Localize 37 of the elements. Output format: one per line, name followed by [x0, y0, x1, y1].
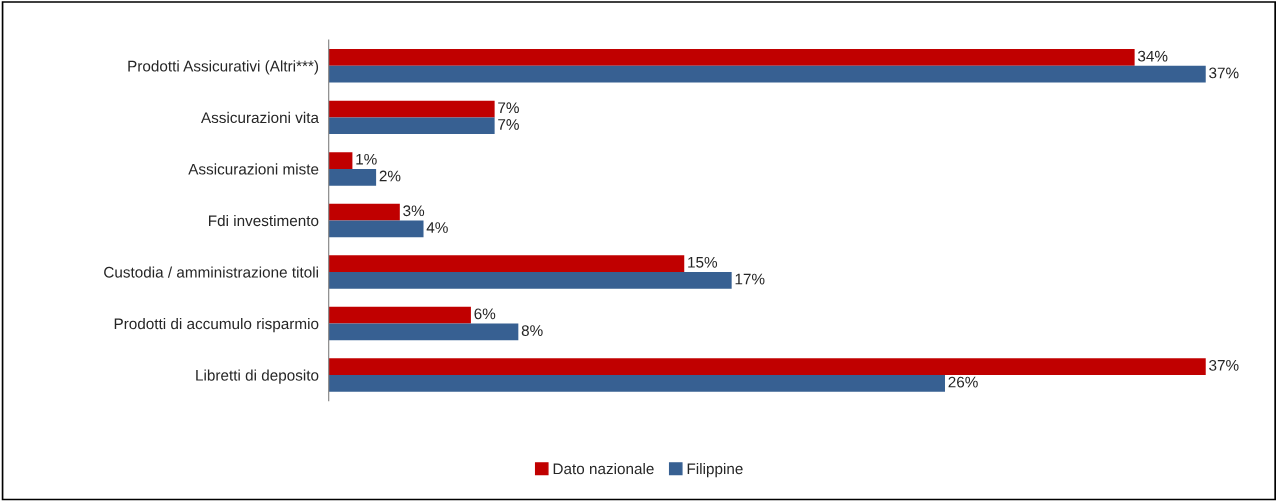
bar: [328, 255, 685, 272]
data-label: 6%: [474, 308, 496, 320]
bar: [328, 306, 471, 324]
data-label: 7%: [498, 102, 519, 114]
data-label: 26%: [948, 376, 978, 388]
data-label: 15%: [688, 256, 718, 268]
y-tick-label: Prodotti di accumulo risparmio: [114, 317, 319, 333]
y-tick-label: Prodotti Assicurativi (Altri***): [128, 60, 319, 75]
bar: [328, 152, 353, 169]
bar: [328, 65, 1206, 83]
legend-label: Dato nazionale: [553, 462, 654, 475]
data-label: 1%: [356, 153, 377, 165]
data-label: 8%: [521, 325, 543, 336]
bar: [328, 100, 495, 118]
data-label: 3%: [403, 205, 425, 217]
bar: [328, 168, 377, 186]
y-tick-label: Fdi investimento: [209, 214, 319, 227]
bar: [328, 358, 1206, 376]
y-tick-label: Libretti di deposito: [196, 369, 319, 384]
data-label: 4%: [426, 222, 448, 233]
data-label: 34%: [1137, 50, 1168, 62]
legend-label: Filippine: [687, 462, 743, 478]
data-label: 2%: [379, 170, 401, 182]
bar: [328, 49, 1135, 66]
data-label: 37%: [1209, 67, 1239, 79]
bar: [328, 117, 495, 135]
bar: [328, 220, 424, 238]
bar: [328, 323, 519, 341]
bar: [328, 271, 732, 289]
bar: [328, 203, 400, 221]
bar: [328, 375, 945, 392]
y-tick-label: Assicurazioni miste: [188, 163, 319, 175]
data-label: 37%: [1209, 359, 1239, 371]
y-tick-label: Assicurazioni vita: [200, 111, 319, 124]
data-label: 7%: [498, 119, 519, 130]
data-label: 17%: [735, 273, 765, 285]
y-tick-label: Custodia / amministrazione titoli: [104, 266, 318, 278]
